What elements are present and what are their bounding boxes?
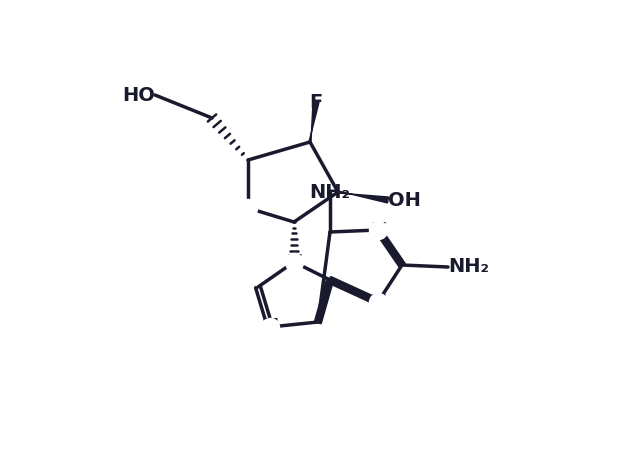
Polygon shape xyxy=(309,102,319,142)
Text: O: O xyxy=(240,198,256,218)
Text: OH: OH xyxy=(388,190,421,210)
Text: NH₂: NH₂ xyxy=(310,182,351,202)
Text: N: N xyxy=(370,292,386,312)
Text: HO: HO xyxy=(122,86,155,104)
Polygon shape xyxy=(338,191,388,203)
Text: F: F xyxy=(309,93,323,111)
Text: N: N xyxy=(370,220,386,240)
Text: NH₂: NH₂ xyxy=(448,258,489,276)
Text: N: N xyxy=(262,318,278,337)
Text: N: N xyxy=(286,252,302,272)
